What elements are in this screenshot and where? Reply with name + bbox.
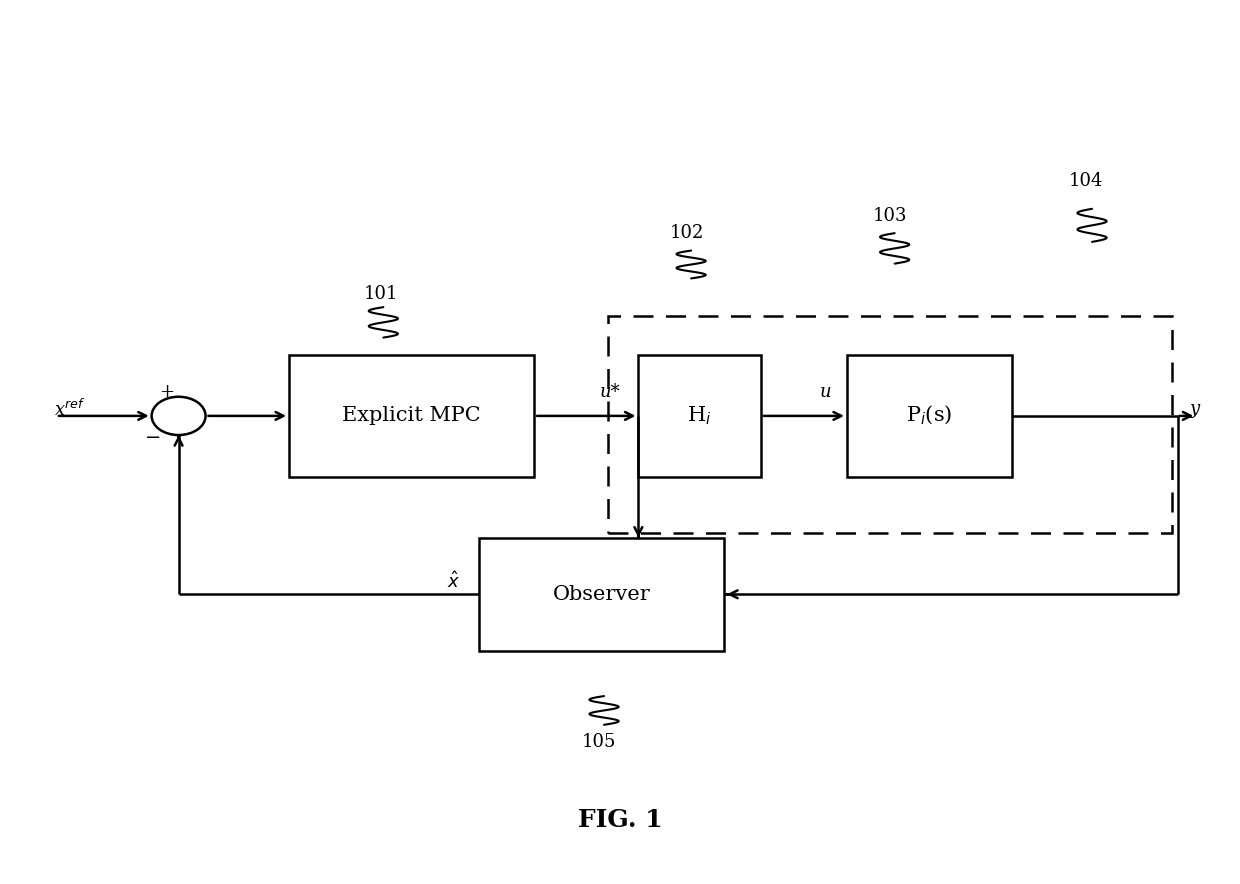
Circle shape xyxy=(151,397,206,435)
FancyBboxPatch shape xyxy=(479,537,724,651)
Text: 101: 101 xyxy=(363,285,398,303)
FancyBboxPatch shape xyxy=(847,355,1012,476)
Text: x$^{ref}$: x$^{ref}$ xyxy=(53,399,84,420)
FancyBboxPatch shape xyxy=(639,355,761,476)
Text: u: u xyxy=(820,383,831,400)
Text: Observer: Observer xyxy=(553,585,651,604)
Text: Explicit MPC: Explicit MPC xyxy=(342,407,481,425)
Text: $\hat{x}$: $\hat{x}$ xyxy=(448,571,460,591)
Text: −: − xyxy=(145,429,161,446)
Text: P$_i$(s): P$_i$(s) xyxy=(906,404,952,428)
Text: +: + xyxy=(159,383,174,400)
Text: FIG. 1: FIG. 1 xyxy=(578,809,662,833)
Text: 102: 102 xyxy=(671,225,704,242)
Text: 103: 103 xyxy=(873,207,906,225)
Text: u*: u* xyxy=(599,383,620,400)
Text: 105: 105 xyxy=(582,733,616,751)
FancyBboxPatch shape xyxy=(289,355,534,476)
Text: H$_i$: H$_i$ xyxy=(687,405,712,427)
Text: y: y xyxy=(1190,400,1200,418)
Text: 104: 104 xyxy=(1069,172,1104,190)
